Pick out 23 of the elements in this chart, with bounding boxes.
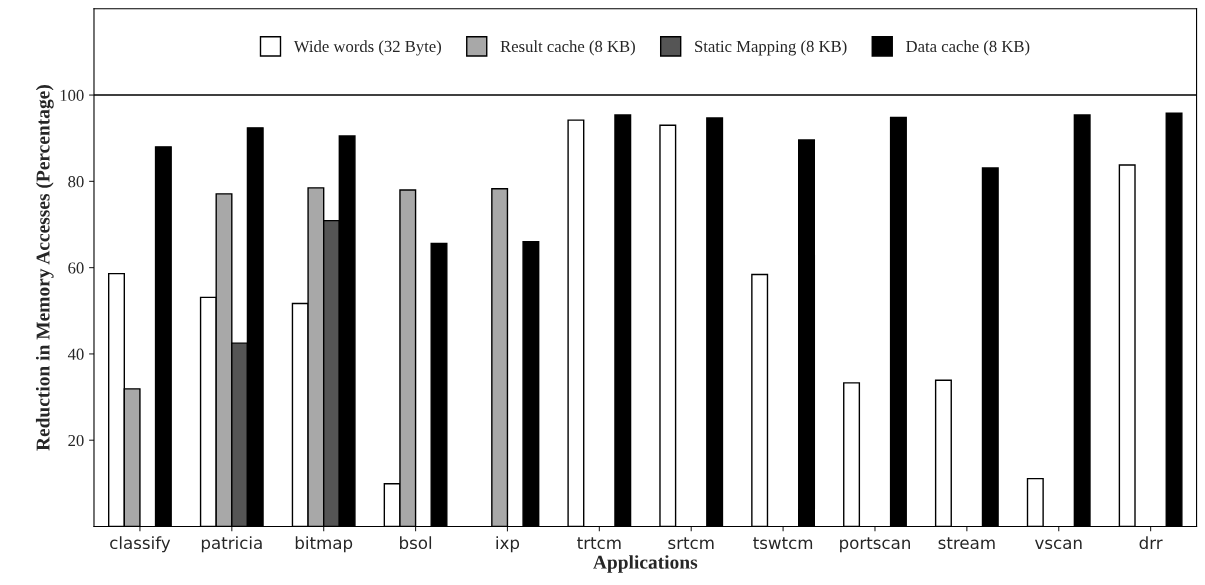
y-axis-title: Reduction in Memory Accesses (Percentage) (35, 85, 54, 451)
y-tick-label: 40 (67, 348, 84, 360)
y-tick-label: 20 (68, 434, 84, 447)
x-tick-label: ixp (496, 536, 520, 553)
x-tick-label: portscan (840, 537, 910, 553)
x-tick-label: vscan (1035, 539, 1082, 550)
x-tick-label: stream (938, 537, 995, 550)
x-tick-label: bitmap (295, 536, 353, 553)
x-tick-label: srtcm (668, 537, 714, 550)
x-tick-label: classify (110, 536, 171, 553)
x-tick-label: bsol (400, 536, 432, 550)
x-tick-label: patricia (201, 536, 262, 553)
legend-label: Data cache (8 KB) (906, 40, 1030, 56)
x-tick-label: tswtcm (753, 537, 813, 550)
y-tick-label: 100 (60, 89, 84, 102)
x-tick-label: trtcm (577, 537, 621, 550)
legend-label: Result cache (8 KB) (500, 40, 635, 56)
legend-label: Wide words (32 Byte) (293, 40, 442, 56)
y-tick-label: 80 (68, 176, 84, 188)
y-tick-label: 60 (68, 262, 84, 274)
legend-label: Static Mapping (8 KB) (695, 40, 847, 56)
x-axis-title: Applications (593, 555, 698, 573)
x-tick-label: drr (1139, 536, 1163, 550)
